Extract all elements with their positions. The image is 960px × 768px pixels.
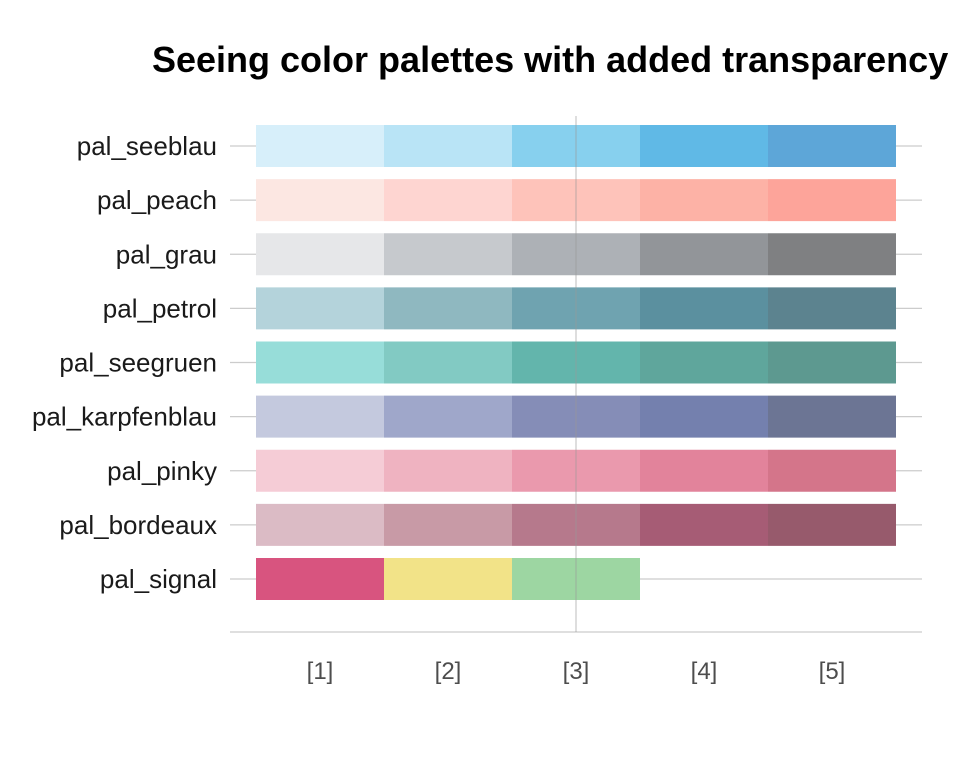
palette-cell <box>256 341 384 384</box>
palette-cell <box>384 179 512 222</box>
palette-cell <box>384 341 512 384</box>
y-tick-label: pal_seegruen <box>59 348 217 378</box>
palette-cell <box>384 449 512 492</box>
palette-cell <box>768 449 896 492</box>
palette-cell <box>256 395 384 438</box>
palette-cell <box>256 503 384 546</box>
palette-cell <box>640 503 768 546</box>
x-tick-label: [2] <box>435 658 462 685</box>
palette-cell <box>640 449 768 492</box>
x-tick-label: [5] <box>819 658 846 685</box>
palette-cell <box>256 558 384 600</box>
palette-cell <box>640 125 768 167</box>
y-tick-label: pal_signal <box>100 564 217 594</box>
y-tick-label: pal_pinky <box>107 456 217 486</box>
palette-cell <box>256 449 384 492</box>
palette-cell <box>768 287 896 330</box>
y-tick-label: pal_karpfenblau <box>32 402 217 432</box>
palette-cell <box>768 125 896 167</box>
palette-cell <box>768 395 896 438</box>
palette-cell <box>256 179 384 222</box>
palette-cell <box>640 233 768 276</box>
palette-cell <box>768 179 896 222</box>
palette-cell <box>384 233 512 276</box>
palette-cell <box>768 233 896 276</box>
palette-cell <box>768 503 896 546</box>
palette-cell <box>640 341 768 384</box>
y-tick-label: pal_petrol <box>103 293 217 323</box>
y-tick-label: pal_peach <box>97 185 217 215</box>
y-tick-label: pal_grau <box>116 239 217 269</box>
chart-title: Seeing color palettes with added transpa… <box>152 39 948 80</box>
y-tick-label: pal_seeblau <box>77 131 217 161</box>
palette-cell <box>256 125 384 167</box>
palette-cell <box>768 341 896 384</box>
palette-cell <box>256 233 384 276</box>
y-tick-label: pal_bordeaux <box>59 510 217 540</box>
palette-cell <box>640 395 768 438</box>
palette-cell <box>384 287 512 330</box>
palette-cell <box>384 395 512 438</box>
x-axis-labels: [1] [2] [3] [4] [5] <box>307 658 846 685</box>
palette-cell <box>256 287 384 330</box>
y-axis-labels: pal_seeblau pal_peach pal_grau pal_petrolpa… <box>32 131 217 594</box>
palette-cell <box>384 558 512 600</box>
palette-cell <box>640 287 768 330</box>
palette-cell <box>384 125 512 167</box>
x-tick-label: [1] <box>307 658 334 685</box>
x-tick-label: [3] <box>563 658 590 685</box>
palette-cell <box>384 503 512 546</box>
x-tick-label: [4] <box>691 658 718 685</box>
palette-cell <box>640 179 768 222</box>
